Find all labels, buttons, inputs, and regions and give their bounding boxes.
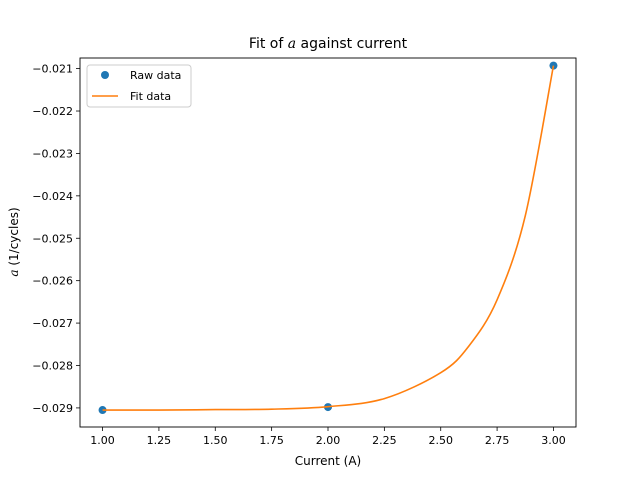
plot-layer <box>98 61 558 415</box>
chart-title: Fit of a against current <box>249 36 408 52</box>
y-tick-label: −0.024 <box>32 190 73 203</box>
x-tick-label: 2.00 <box>316 434 341 447</box>
legend-label-fit-data: Fit data <box>130 90 171 103</box>
raw-data-point <box>549 61 558 70</box>
y-tick-label: −0.023 <box>32 147 73 160</box>
legend-marker-raw-data <box>101 71 109 79</box>
y-axis-label: a (1/cycles) <box>7 207 21 276</box>
y-tick-label: −0.028 <box>32 360 73 373</box>
x-tick-label: 2.50 <box>428 434 453 447</box>
x-tick-label: 3.00 <box>541 434 566 447</box>
x-tick-label: 2.25 <box>372 434 397 447</box>
y-tick-label: −0.026 <box>32 275 73 288</box>
x-tick-label: 1.50 <box>203 434 228 447</box>
x-tick-label: 2.75 <box>485 434 510 447</box>
x-tick-label: 1.75 <box>259 434 284 447</box>
x-axis: 1.00 1.25 1.50 1.75 2.00 2.25 2.50 2.75 3.00 <box>90 427 566 447</box>
y-tick-label: −0.022 <box>32 105 73 118</box>
x-tick-label: 1.25 <box>147 434 172 447</box>
y-tick-label: −0.025 <box>32 232 73 245</box>
legend: Raw data Fit data <box>86 64 192 108</box>
legend-label-raw-data: Raw data <box>130 69 181 82</box>
x-tick-label: 1.00 <box>90 434 115 447</box>
y-tick-label: −0.021 <box>32 63 73 76</box>
y-tick-label: −0.027 <box>32 317 73 330</box>
y-axis: −0.021 −0.022 −0.023 −0.024 −0.025 −0.026 −0.0… <box>32 63 80 415</box>
fit-data-line <box>102 65 555 411</box>
y-tick-label: −0.029 <box>32 402 73 415</box>
x-axis-label: Current (A) <box>295 454 361 468</box>
